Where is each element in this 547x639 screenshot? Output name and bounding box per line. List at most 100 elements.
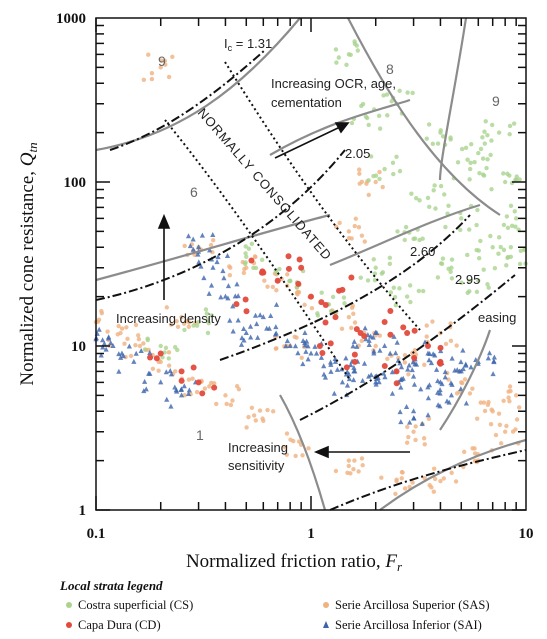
data-point-series-2-15 [402,360,408,365]
data-point-series-3-0 [100,344,106,350]
data-point-series-0-5 [467,227,472,232]
data-point-series-3-1 [110,343,116,348]
data-point-series-3-21 [252,312,259,318]
data-point-series-0-10 [513,224,518,229]
data-point-series-0-11 [481,267,486,272]
data-point-series-3-16 [426,357,432,363]
data-point-series-0-2 [430,141,436,147]
data-point-series-1-11 [248,257,255,264]
data-point-series-0-8 [435,275,441,280]
data-point-series-0-12 [427,204,432,210]
data-point-series-2-29 [454,343,459,348]
data-point-series-3-7 [313,350,320,356]
data-point-series-2-23 [366,192,371,198]
data-point-series-0-8 [438,261,444,266]
data-point-series-3-12 [418,386,424,392]
data-point-series-0-17 [508,245,514,250]
zone-boundary-9 [438,17,468,181]
data-point-series-2-4 [190,376,195,381]
data-point-series-2-17 [349,325,354,331]
data-point-series-0-9 [476,256,482,261]
y-tick-1: 1 [79,503,87,519]
data-point-series-0-13 [371,173,376,179]
data-point-series-3-5 [255,334,261,340]
data-point-series-3-9 [366,373,372,379]
data-point-series-1-5 [332,314,339,321]
data-point-series-2-5 [228,402,234,408]
data-point-series-0-16 [477,170,482,176]
data-point-series-0-13 [366,178,371,183]
data-point-series-3-7 [302,342,308,348]
data-point-series-2-19 [262,278,267,283]
data-point-series-3-15 [460,347,466,353]
data-point-series-3-14 [449,355,455,361]
data-point-series-2-9 [394,477,399,482]
data-point-series-2-12 [488,422,494,427]
data-point-series-0-15 [496,130,502,135]
data-point-series-2-2 [125,336,130,342]
data-point-series-3-18 [372,329,379,335]
data-point-series-0-6 [402,237,407,243]
data-point-series-3-24 [322,374,329,380]
zone-label-7: 9 [158,53,166,69]
data-point-series-0-10 [513,216,519,221]
data-point-series-0-21 [246,246,252,251]
data-point-series-3-2 [120,353,126,359]
data-point-series-0-11 [467,289,472,294]
data-point-series-2-13 [508,388,513,394]
data-point-series-3-11 [409,367,415,373]
data-point-series-1-4 [308,293,314,300]
data-point-series-0-14 [366,122,371,128]
data-point-series-2-22 [163,62,168,67]
data-point-series-0-1 [384,92,390,97]
data-point-series-3-12 [410,373,417,379]
data-point-series-0-1 [381,93,386,98]
plot-background [96,18,526,510]
data-point-series-1-3 [274,277,281,284]
data-point-series-0-18 [404,294,410,299]
data-point-series-3-11 [397,360,403,366]
data-point-series-3-17 [366,337,372,343]
data-point-series-1-13 [381,363,388,370]
data-point-series-0-19 [319,290,324,295]
data-point-series-2-25 [411,429,416,434]
data-point-series-3-8 [321,363,327,369]
data-point-series-2-27 [292,334,297,340]
data-point-series-0-9 [498,244,503,250]
data-point-series-2-4 [202,386,208,391]
data-point-series-2-17 [339,326,345,331]
zone-label-1: 1 [196,427,204,443]
data-point-series-0-5 [446,203,451,208]
y-axis-title: Normalized cone resistance, Qtn [17,142,40,385]
data-point-series-3-20 [230,303,236,309]
data-point-series-0-13 [397,168,403,174]
data-point-series-3-10 [382,374,388,380]
data-point-series-0-15 [511,121,517,126]
data-point-series-0-5 [475,207,480,213]
data-point-series-0-22 [203,307,209,312]
data-point-series-2-2 [122,341,127,346]
x-tick-10: 10 [519,526,534,542]
data-point-series-3-5 [248,334,254,340]
data-point-series-3-4 [181,383,187,389]
data-point-series-2-6 [249,405,255,410]
data-point-series-0-11 [466,278,472,284]
data-point-series-3-16 [430,351,436,357]
data-point-series-1-13 [393,368,400,375]
ic-contour-205 [95,149,346,301]
data-point-series-3-4 [164,396,170,402]
data-point-series-0-21 [251,265,256,271]
data-point-series-2-22 [141,77,147,83]
data-point-series-3-18 [371,348,377,354]
data-point-series-3-5 [235,317,241,323]
data-point-series-0-10 [512,209,517,214]
legend-label-sas: Serie Arcillosa Superior (SAS) [335,598,490,612]
data-point-series-2-21 [211,238,216,243]
data-point-series-3-14 [468,364,474,370]
data-point-series-2-18 [295,292,300,297]
data-point-series-2-20 [242,266,247,272]
data-point-series-3-15 [490,371,496,377]
data-point-series-2-26 [481,400,487,405]
data-point-series-3-20 [222,293,229,299]
data-point-series-3-4 [178,392,185,398]
